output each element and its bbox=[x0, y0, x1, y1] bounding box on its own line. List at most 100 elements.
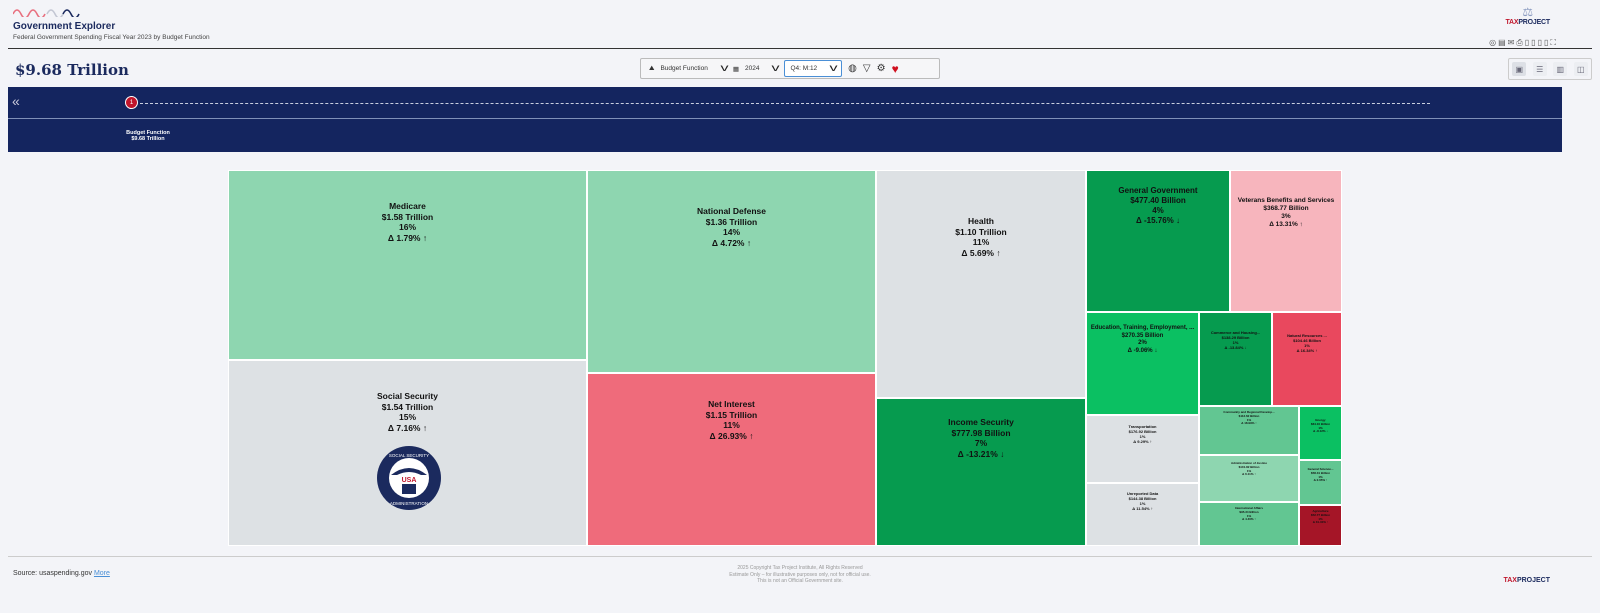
cell-pct: 11% bbox=[723, 420, 740, 431]
cell-amount: $95.34 Billion bbox=[1239, 509, 1259, 514]
treemap-view-icon[interactable]: ▣ bbox=[1512, 62, 1527, 76]
cell-name: Income Security bbox=[948, 417, 1014, 427]
treemap-cell[interactable]: Income Security $777.98 Billion 7% Δ -13.21… bbox=[876, 398, 1086, 546]
cell-pct: 1% bbox=[1139, 434, 1146, 439]
cell-name: Community and Regional Develop... bbox=[1223, 410, 1275, 414]
cell-amount: $64.10 Billion bbox=[1310, 421, 1331, 426]
treemap-cell[interactable]: Net Interest $1.15 Trillion 11% Δ 26.93% ↑ bbox=[587, 373, 876, 546]
treemap-cell[interactable]: Commerce and Housing... $138.29 Billion 1%… bbox=[1199, 312, 1272, 406]
cell-name: Energy bbox=[1315, 418, 1326, 422]
chevron-down-icon: v bbox=[771, 63, 780, 74]
cell-delta: Δ 9.29% ↑ bbox=[1133, 439, 1152, 444]
palette-icon[interactable]: ◍ bbox=[848, 63, 857, 74]
footer-divider bbox=[8, 556, 1592, 557]
cell-delta: Δ 5.69% ↑ bbox=[961, 247, 1001, 258]
cell-delta: Δ 13.31% ↑ bbox=[1269, 221, 1303, 229]
treemap-cell[interactable]: Natural Resources ... $104.46 Billion 1% Δ … bbox=[1272, 312, 1342, 406]
brand-wave-logo bbox=[13, 9, 80, 17]
treemap-cell[interactable]: Community and Regional Develop... $112.62… bbox=[1199, 406, 1299, 455]
cell-name: Veterans Benefits and Services bbox=[1237, 197, 1335, 204]
source-text: Source: usaspending.gov More bbox=[13, 570, 110, 577]
instagram-icon[interactable]: ◎ bbox=[1489, 38, 1497, 47]
treemap-cell[interactable]: National Defense $1.36 Trillion 14% Δ 4.72%… bbox=[587, 170, 876, 373]
share-toolbar: ◎ ▤ ✉ ⎙ ▯ ▯ ▯ ▯ ⛶ bbox=[1489, 38, 1556, 48]
chevron-down-icon: v bbox=[720, 63, 729, 74]
drilldown-band bbox=[8, 87, 1562, 152]
treemap-cell[interactable]: Agriculture $52.77 Billion 1% Δ 31.40% ↑ bbox=[1299, 505, 1342, 546]
treemap-cell[interactable]: Education, Training, Employment, ... $270… bbox=[1086, 312, 1199, 415]
filter-icon[interactable]: ▽ bbox=[862, 63, 871, 74]
gear-icon[interactable]: ⚙ bbox=[876, 63, 886, 74]
back-chevron-icon[interactable]: « bbox=[12, 93, 20, 109]
cell-name: International Affairs bbox=[1234, 506, 1264, 510]
image-file-icon[interactable]: ▯ bbox=[1531, 38, 1536, 47]
treemap-cell[interactable]: Transportation $176.92 Billion 1% Δ 9.29% ↑ bbox=[1086, 415, 1199, 483]
cell-amount: $368.77 Billion bbox=[1263, 205, 1309, 213]
view-switcher: ▣ ☰ ▥ ◫ bbox=[1508, 58, 1592, 80]
treemap-cell[interactable]: Unreported Data $144.38 Billion 1% Δ 11.54%… bbox=[1086, 483, 1199, 546]
filter-toolbar: ⛰ Budget Function v ▦ 2024 v Q4: M:12 v ◍ ▽… bbox=[640, 58, 940, 79]
more-link[interactable]: More bbox=[93, 570, 110, 577]
breadcrumb[interactable]: Budget Function $9.68 Trillion bbox=[118, 130, 178, 142]
cell-name: Agriculture bbox=[1312, 509, 1329, 513]
cell-amount: $144.38 Billion bbox=[1128, 496, 1157, 501]
copyright-text: 2025 Copyright Tax Project Institute, Al… bbox=[737, 565, 863, 571]
bar-vertical-icon[interactable]: ▥ bbox=[1553, 62, 1568, 76]
cell-name: Education, Training, Employment, ... bbox=[1090, 325, 1195, 331]
table-view-icon[interactable]: ◫ bbox=[1573, 62, 1588, 76]
year-select[interactable]: 2024 v bbox=[745, 63, 780, 74]
treemap-cell[interactable]: Social Security $1.54 Trillion 15% Δ 7.16% … bbox=[228, 360, 587, 546]
cell-delta: Δ -15.76% ↓ bbox=[1136, 216, 1180, 225]
social-security-seal: USA SOCIAL SECURITY ADMINISTRATION bbox=[377, 446, 441, 510]
treemap-cell[interactable]: General Government $477.40 Billion 4% Δ -15… bbox=[1086, 170, 1230, 312]
hierarchy-icon: ⛰ bbox=[649, 64, 655, 72]
taxproject-logo[interactable]: ⚖ TAXPROJECT bbox=[1505, 5, 1550, 26]
fullscreen-icon[interactable]: ⛶ bbox=[1550, 38, 1556, 47]
treemap-cell[interactable]: Administration of Justice $101.82 Billion… bbox=[1199, 455, 1299, 502]
svg-text:ADMINISTRATION: ADMINISTRATION bbox=[390, 501, 428, 506]
total-amount: $9.68 Trillion bbox=[15, 61, 129, 79]
cell-pct: 7% bbox=[974, 438, 988, 449]
mail-icon[interactable]: ✉ bbox=[1507, 38, 1515, 47]
file-icon[interactable]: ▯ bbox=[1524, 38, 1530, 47]
cell-pct: 15% bbox=[398, 412, 416, 423]
cell-pct: 14% bbox=[722, 227, 740, 238]
calendar-icon: ▦ bbox=[732, 65, 739, 73]
group-by-select[interactable]: Budget Function v bbox=[660, 63, 729, 74]
breadcrumb-step[interactable]: 1 bbox=[125, 96, 138, 109]
cell-delta: Δ 11.54% ↑ bbox=[1132, 506, 1153, 511]
cell-name: Health bbox=[968, 216, 994, 226]
cell-pct: 11% bbox=[972, 237, 990, 248]
treemap-cell[interactable]: Energy $64.10 Billion 1% Δ -8.12% ↓ bbox=[1299, 406, 1342, 460]
pdf-icon[interactable]: ▯ bbox=[1537, 38, 1542, 47]
cell-pct: 1% bbox=[1139, 501, 1146, 506]
cell-name: National Defense bbox=[697, 206, 766, 216]
band-divider bbox=[8, 118, 1562, 119]
cell-amount: $1.54 Trillion bbox=[381, 401, 434, 412]
svg-text:SOCIAL SECURITY: SOCIAL SECURITY bbox=[389, 453, 429, 458]
cell-delta: Δ 2.05% ↑ bbox=[1313, 478, 1328, 483]
svg-file-icon[interactable]: ▯ bbox=[1543, 38, 1549, 47]
chevron-down-icon: v bbox=[829, 63, 838, 74]
cell-delta: Δ -9.06% ↓ bbox=[1127, 347, 1158, 354]
cell-pct: 1% bbox=[1232, 340, 1239, 345]
treemap-cell[interactable]: Medicare $1.58 Trillion 16% Δ 1.79% ↑ bbox=[228, 170, 587, 360]
document-icon[interactable]: ▤ bbox=[1498, 38, 1506, 47]
print-icon[interactable]: ⎙ bbox=[1516, 38, 1523, 47]
cell-delta: Δ -13.21% ↓ bbox=[957, 448, 1005, 459]
treemap-cell[interactable]: Veterans Benefits and Services $368.77 Bi… bbox=[1230, 170, 1342, 312]
cell-name: General Science... bbox=[1307, 467, 1334, 471]
app-subtitle: Federal Government Spending Fiscal Year … bbox=[13, 34, 210, 41]
heart-icon[interactable]: ♥ bbox=[891, 61, 899, 76]
cell-delta: Δ 18.99% ↑ bbox=[1241, 421, 1257, 426]
cell-pct: 1% bbox=[1246, 468, 1252, 473]
cell-name: Social Security bbox=[377, 391, 438, 401]
bar-horizontal-icon[interactable]: ☰ bbox=[1532, 62, 1547, 76]
period-select[interactable]: Q4: M:12 v bbox=[784, 60, 843, 77]
treemap-cell[interactable]: International Affairs $95.34 Billion 1% Δ 4… bbox=[1199, 502, 1299, 546]
cell-delta: Δ -8.12% ↓ bbox=[1313, 429, 1328, 434]
cell-amount: $1.58 Trillion bbox=[381, 211, 434, 222]
treemap-cell[interactable]: General Science... $58.31 Billion 1% Δ 2.05… bbox=[1299, 460, 1342, 505]
treemap-cell[interactable]: Health $1.10 Trillion 11% Δ 5.69% ↑ bbox=[876, 170, 1086, 398]
cell-name: Transportation bbox=[1128, 424, 1157, 429]
